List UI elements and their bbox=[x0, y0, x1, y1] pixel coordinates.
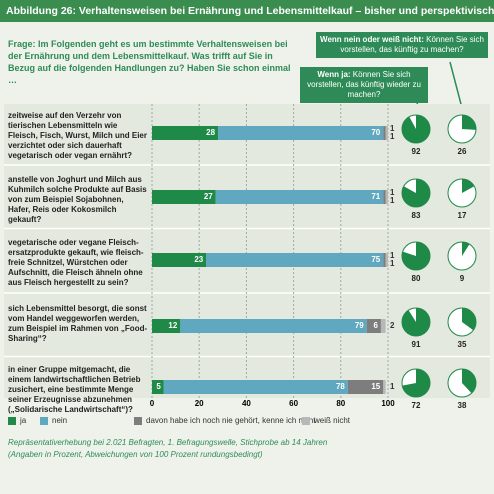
pie-value-label: 92 bbox=[412, 147, 421, 156]
legend-swatch bbox=[8, 417, 16, 425]
callout-condition: Wenn nein oder weiß nicht: bbox=[320, 35, 424, 44]
value-label: 15 bbox=[371, 382, 380, 391]
value-label: 1 bbox=[390, 188, 395, 197]
x-tick-label: 20 bbox=[195, 399, 204, 408]
value-label: 75 bbox=[371, 255, 380, 264]
x-tick-label: 40 bbox=[242, 399, 251, 408]
legend-swatch bbox=[40, 417, 48, 425]
value-label: 1 bbox=[390, 132, 395, 141]
bar-segment bbox=[383, 253, 386, 267]
bar-segment bbox=[152, 126, 219, 140]
x-tick-label: 60 bbox=[289, 399, 298, 408]
bar-segment bbox=[152, 380, 164, 394]
callout-condition: Wenn ja: bbox=[317, 70, 351, 79]
bar-segment bbox=[383, 190, 386, 204]
category-label: in einer Gruppe mitgemacht, die einem la… bbox=[8, 365, 141, 414]
bar-segment bbox=[380, 319, 386, 333]
value-label: 6 bbox=[373, 321, 378, 330]
value-label: 1 bbox=[390, 196, 395, 205]
pie-value-label: 80 bbox=[412, 274, 421, 283]
bar-segment bbox=[385, 253, 388, 267]
value-label: 1 bbox=[390, 251, 395, 260]
legend-swatch bbox=[302, 417, 310, 425]
value-label: 1 bbox=[390, 382, 395, 391]
bar-segment bbox=[152, 319, 181, 333]
category-label: anstelle von Joghurt und Milch aus Kuhmi… bbox=[8, 175, 147, 224]
pie-slice bbox=[402, 308, 430, 337]
value-label: 70 bbox=[371, 128, 380, 137]
pie-slice bbox=[462, 369, 476, 394]
value-label: 78 bbox=[336, 382, 345, 391]
value-label: 28 bbox=[206, 128, 215, 137]
bar-segment bbox=[163, 380, 348, 394]
bar-segment bbox=[366, 319, 381, 333]
bar-segment bbox=[152, 253, 207, 267]
bar-segment bbox=[218, 126, 384, 140]
callout: Wenn ja: Können Sie sich vorstellen, das… bbox=[300, 67, 428, 103]
bar-segment bbox=[215, 190, 384, 204]
pie-slice bbox=[462, 179, 475, 193]
bar-segment bbox=[383, 380, 386, 394]
pie-slice bbox=[402, 115, 431, 143]
bar-segment bbox=[385, 126, 388, 140]
value-label: 2 bbox=[390, 321, 395, 330]
legend-swatch bbox=[134, 417, 142, 425]
category-label: sich Lebensmittel besorgt, die sonst vom… bbox=[8, 304, 148, 343]
value-label: 23 bbox=[194, 255, 203, 264]
bar-segment bbox=[206, 253, 384, 267]
bar-segment bbox=[383, 126, 386, 140]
pie-value-label: 91 bbox=[412, 340, 421, 349]
pie-slice bbox=[402, 242, 431, 271]
category-label: zeitweise auf den Verzehr von tierischen… bbox=[8, 111, 147, 160]
bar-segment bbox=[152, 190, 216, 204]
legend-label: davon habe ich noch nie gehört, kenne ic… bbox=[146, 416, 316, 425]
footnote: (Angaben in Prozent, Abweichungen von 10… bbox=[8, 450, 263, 459]
legend-label: nein bbox=[52, 416, 67, 425]
pie-value-label: 17 bbox=[458, 211, 467, 220]
category-label: vegetarische oder vegane Fleisch-ersatzp… bbox=[8, 238, 144, 287]
value-label: 79 bbox=[355, 321, 364, 330]
footnote: Repräsentativerhebung bei 2.021 Befragte… bbox=[8, 438, 328, 447]
pie-value-label: 83 bbox=[412, 211, 421, 220]
bar-segment bbox=[347, 380, 384, 394]
pie-slice bbox=[462, 242, 470, 256]
pie-slice bbox=[462, 308, 477, 331]
value-label: 12 bbox=[168, 321, 177, 330]
x-tick-label: 80 bbox=[336, 399, 345, 408]
bar-segment bbox=[180, 319, 367, 333]
bar-segment bbox=[385, 190, 388, 204]
pie-slice bbox=[402, 369, 431, 398]
value-label: 1 bbox=[390, 259, 395, 268]
pie-slice bbox=[402, 179, 431, 207]
callout-question: Können Sie sich vorstellen, das künftig … bbox=[307, 70, 421, 99]
x-tick-label: 0 bbox=[150, 399, 155, 408]
value-label: 5 bbox=[156, 382, 161, 391]
legend-label: ja bbox=[19, 416, 27, 425]
pie-slice bbox=[462, 115, 477, 130]
callout-question: Können Sie sich vorstellen, das künftig … bbox=[340, 35, 484, 54]
value-label: 71 bbox=[371, 192, 380, 201]
question: Frage: Im Folgenden geht es um bestimmte… bbox=[8, 39, 291, 85]
pie-value-label: 26 bbox=[458, 147, 467, 156]
x-tick-label: 100 bbox=[381, 399, 395, 408]
value-label: 27 bbox=[204, 192, 213, 201]
legend-label: weiß nicht bbox=[313, 416, 351, 425]
pie-value-label: 9 bbox=[460, 274, 465, 283]
title: Abbildung 26: Verhaltensweisen bei Ernäh… bbox=[0, 0, 494, 22]
pie-value-label: 35 bbox=[458, 340, 467, 349]
callout-arrow bbox=[449, 61, 463, 109]
callout: Wenn nein oder weiß nicht: Können Sie si… bbox=[316, 32, 488, 58]
pie-value-label: 38 bbox=[458, 401, 467, 410]
pie-value-label: 72 bbox=[412, 401, 421, 410]
value-label: 1 bbox=[390, 124, 395, 133]
